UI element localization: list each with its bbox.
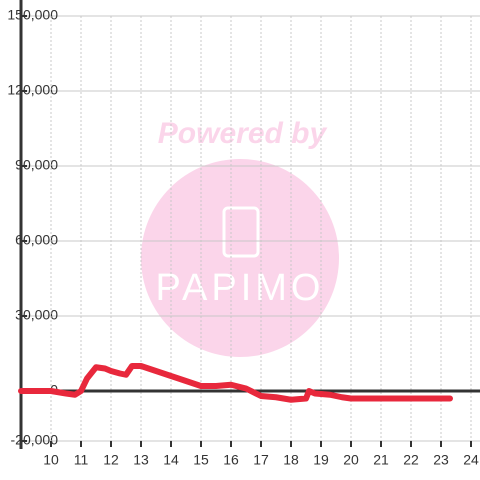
x-tick-label: 11 xyxy=(74,452,89,468)
x-tick-label: 18 xyxy=(283,452,299,468)
x-tick-label: 10 xyxy=(43,452,59,468)
x-tick-label: 16 xyxy=(223,452,239,468)
y-tick-label: 60,000 xyxy=(15,232,58,248)
x-tick-label: 21 xyxy=(373,452,389,468)
x-tick-label: 23 xyxy=(433,452,449,468)
series-line xyxy=(18,363,453,403)
watermark: Powered by PAPIMO xyxy=(141,117,339,357)
plot: -20,000030,00060,00090,000120,000150,000… xyxy=(7,0,480,468)
x-tick-label: 24 xyxy=(463,452,479,468)
x-tick-label: 12 xyxy=(103,452,119,468)
watermark-logo: PAPIMO xyxy=(156,267,325,309)
y-tick-label: 90,000 xyxy=(15,157,58,173)
y-tick-label: 30,000 xyxy=(15,307,58,323)
x-tick-label: 15 xyxy=(193,452,209,468)
x-tick-label: 17 xyxy=(253,452,269,468)
x-tick-label: 19 xyxy=(313,452,329,468)
x-tick-label: 13 xyxy=(133,452,149,468)
x-tick-label: 14 xyxy=(163,452,179,468)
watermark-text: Powered by xyxy=(158,117,328,150)
watermark-phone xyxy=(222,206,260,258)
x-tick-label: 22 xyxy=(403,452,419,468)
watermark-circle xyxy=(141,159,339,357)
x-tick-label: 20 xyxy=(343,452,359,468)
